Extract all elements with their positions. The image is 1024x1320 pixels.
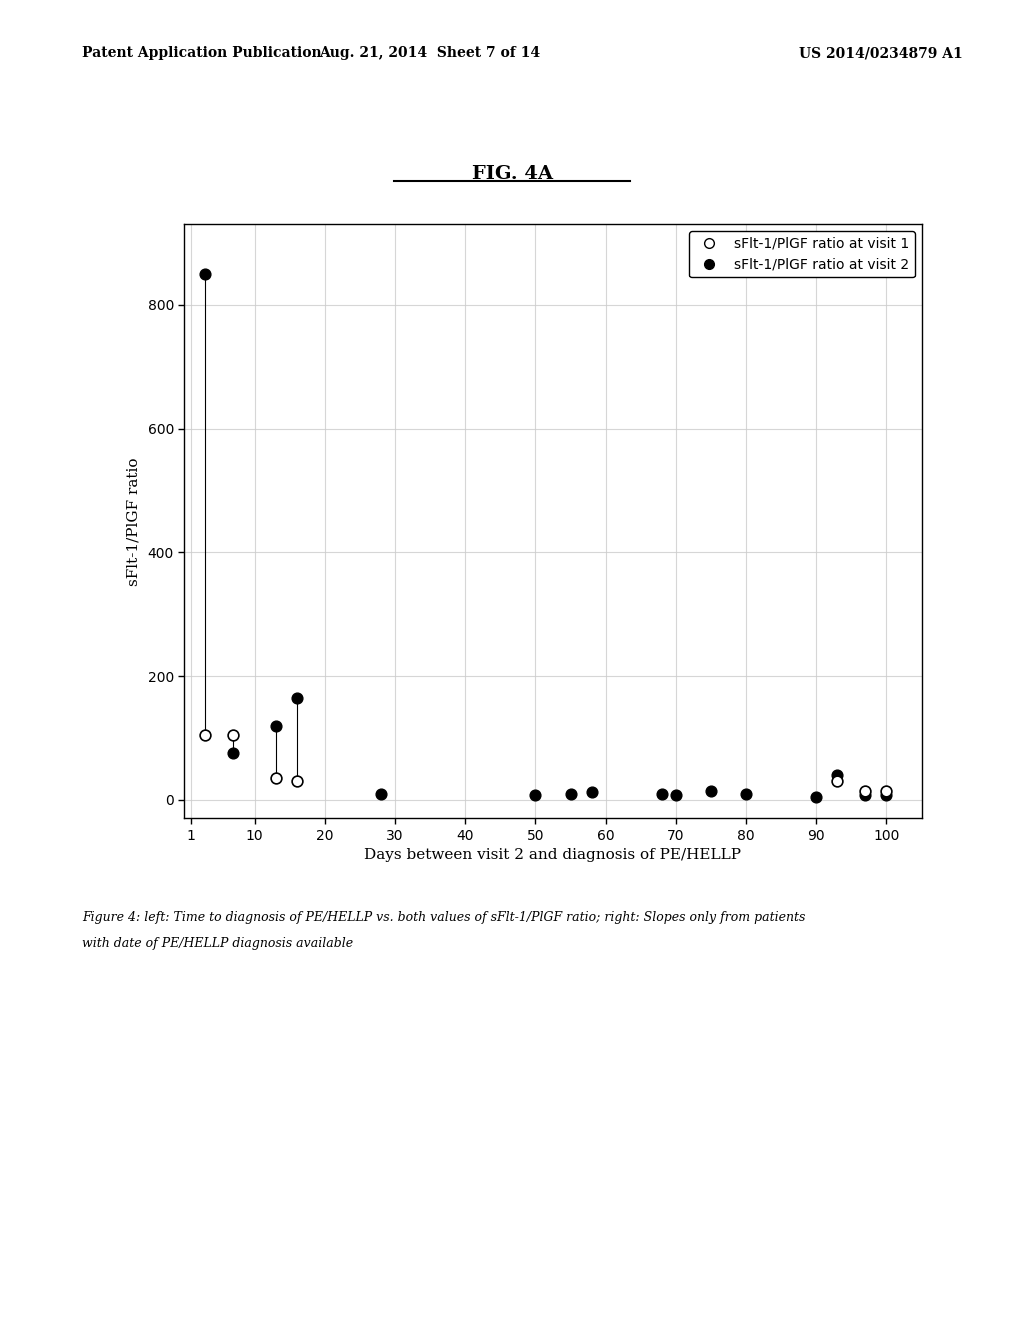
Point — [829, 771, 846, 792]
Text: Aug. 21, 2014  Sheet 7 of 14: Aug. 21, 2014 Sheet 7 of 14 — [319, 46, 541, 61]
Text: FIG. 4A: FIG. 4A — [471, 165, 553, 183]
Text: Figure 4: left: Time to diagnosis of PE/HELLP vs. both values of sFlt-1/PlGF rat: Figure 4: left: Time to diagnosis of PE/… — [82, 911, 805, 924]
Point — [857, 780, 873, 801]
Text: US 2014/0234879 A1: US 2014/0234879 A1 — [799, 46, 963, 61]
Point — [225, 743, 242, 764]
Point — [584, 781, 600, 803]
Legend: sFlt-1/PlGF ratio at visit 1, sFlt-1/PlGF ratio at visit 2: sFlt-1/PlGF ratio at visit 1, sFlt-1/PlG… — [689, 231, 914, 277]
X-axis label: Days between visit 2 and diagnosis of PE/HELLP: Days between visit 2 and diagnosis of PE… — [365, 849, 741, 862]
Point — [267, 768, 284, 789]
Y-axis label: sFlt-1/PlGF ratio: sFlt-1/PlGF ratio — [127, 457, 140, 586]
Point — [702, 780, 719, 801]
Point — [738, 783, 755, 804]
Point — [198, 725, 214, 746]
Point — [198, 263, 214, 284]
Point — [289, 771, 305, 792]
Point — [562, 783, 579, 804]
Point — [225, 725, 242, 746]
Point — [373, 783, 389, 804]
Point — [653, 783, 670, 804]
Point — [857, 784, 873, 805]
Point — [527, 784, 544, 805]
Point — [289, 688, 305, 709]
Point — [808, 787, 824, 808]
Text: Patent Application Publication: Patent Application Publication — [82, 46, 322, 61]
Point — [668, 784, 684, 805]
Point — [267, 715, 284, 737]
Point — [829, 764, 846, 785]
Point — [879, 784, 895, 805]
Point — [879, 780, 895, 801]
Text: with date of PE/HELLP diagnosis available: with date of PE/HELLP diagnosis availabl… — [82, 937, 353, 950]
